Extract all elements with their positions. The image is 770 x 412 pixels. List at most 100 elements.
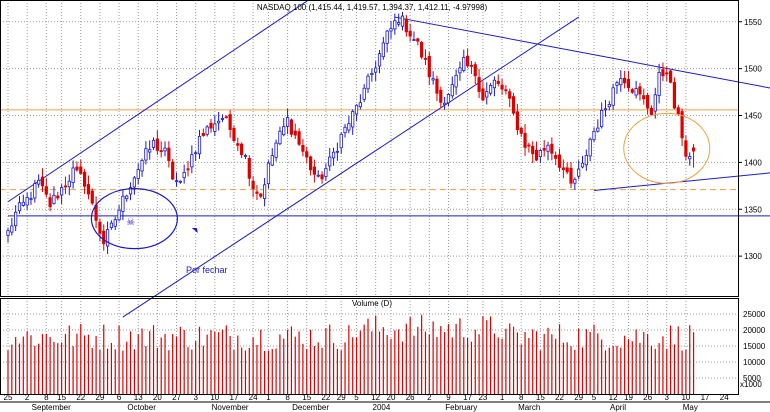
candle-body (259, 193, 263, 197)
candle-body (301, 144, 305, 152)
month-label: October (127, 403, 156, 412)
candle-body (308, 156, 313, 171)
candle-body (592, 131, 596, 141)
candle-body (515, 111, 519, 131)
date-tick-label: 12 (609, 393, 618, 402)
volume-tick-label: 20000 (743, 326, 766, 335)
candle-body (305, 151, 309, 158)
candle-body (282, 126, 286, 136)
candle-body (561, 167, 565, 171)
candle-body (642, 95, 646, 100)
candle-body (217, 120, 221, 124)
candle-body (389, 28, 393, 32)
trendlines (7, 0, 770, 318)
volume-tick-label: 10000 (743, 358, 766, 367)
candle-body (611, 87, 615, 106)
pointer-icon (191, 228, 198, 233)
candle-body (615, 82, 619, 86)
candle-body (538, 150, 542, 157)
date-tick-label: 12 (371, 393, 380, 402)
volume-panel-frame (0, 298, 739, 395)
candle-body (25, 197, 29, 206)
candle-body (366, 75, 370, 90)
volume-tick-label: 15000 (743, 342, 766, 351)
candle-body (174, 180, 179, 183)
candle-body (331, 151, 336, 159)
candle-body (691, 147, 696, 152)
date-tick-label: 26 (406, 393, 415, 402)
date-tick-label: 10 (681, 393, 690, 402)
date-tick-label: 5 (592, 393, 597, 402)
candle-body (140, 160, 144, 172)
candle-body (178, 180, 182, 183)
candle-body (523, 132, 527, 148)
price-tick-label: 1500 (744, 65, 762, 74)
candle-body (136, 169, 140, 179)
date-tick-label: 24 (720, 393, 729, 402)
candle-body (224, 116, 228, 119)
candle-body (220, 118, 225, 120)
candle-body (649, 107, 654, 115)
candle-body (588, 138, 592, 157)
date-tick-label: 22 (76, 393, 85, 402)
candle-body (10, 225, 14, 233)
candle-body (354, 104, 359, 115)
candle-body (542, 148, 546, 151)
candle-body (40, 176, 45, 187)
month-label: December (292, 403, 329, 412)
candle-body (397, 22, 401, 25)
candle-body (117, 209, 121, 221)
candle-body (144, 148, 148, 161)
candle-body (320, 174, 324, 180)
candle-body (83, 171, 87, 187)
candle-body (381, 42, 385, 58)
date-tick-label: 3 (193, 393, 198, 402)
annotation-text: Por fechar (186, 265, 228, 275)
candle-body (71, 167, 75, 184)
candle-body (347, 123, 351, 131)
candle-body (48, 197, 52, 208)
candle-body (408, 30, 412, 37)
candle-body (343, 126, 347, 134)
date-tick-label: 1 (500, 393, 505, 402)
candle-body (519, 127, 523, 134)
candle-body (328, 156, 332, 167)
candle-body (94, 204, 98, 221)
candle-body (251, 180, 255, 190)
date-tick-label: 8 (285, 393, 290, 402)
candle-body (477, 77, 481, 92)
candle-body (351, 111, 355, 128)
annotation-ellipse-october (90, 188, 178, 250)
date-tick-label: 2 (25, 393, 30, 402)
candle-body (676, 107, 680, 115)
candle-body (194, 152, 198, 155)
date-tick-label: 19 (624, 393, 633, 402)
candle-body (577, 168, 581, 177)
candle-body (151, 139, 156, 148)
candle-body (661, 69, 665, 77)
candle-body (554, 155, 558, 159)
candle-body (508, 91, 512, 99)
volume-bars (7, 314, 695, 394)
candle-body (159, 150, 163, 152)
candle-body (473, 64, 477, 77)
skull-icon: ☠ (126, 217, 135, 228)
month-label: November (212, 403, 249, 412)
price-tick-label: 1300 (744, 252, 762, 261)
channel-upper-trendline (7, 0, 310, 203)
candle-body (450, 84, 454, 97)
candle-body (458, 67, 462, 74)
date-tick-label: 5 (354, 393, 359, 402)
candle-body (247, 158, 251, 179)
candle-body (412, 39, 416, 41)
price-tick-label: 1550 (744, 18, 762, 27)
candle-body (148, 149, 152, 153)
candle-body (573, 178, 577, 184)
candle-body (638, 86, 642, 95)
volume-tick-label: 25000 (743, 310, 766, 319)
candle-body (435, 78, 439, 94)
price-tick-label: 1400 (744, 158, 762, 167)
candle-body (293, 130, 297, 136)
candle-body (33, 183, 37, 199)
candle-body (668, 70, 673, 83)
